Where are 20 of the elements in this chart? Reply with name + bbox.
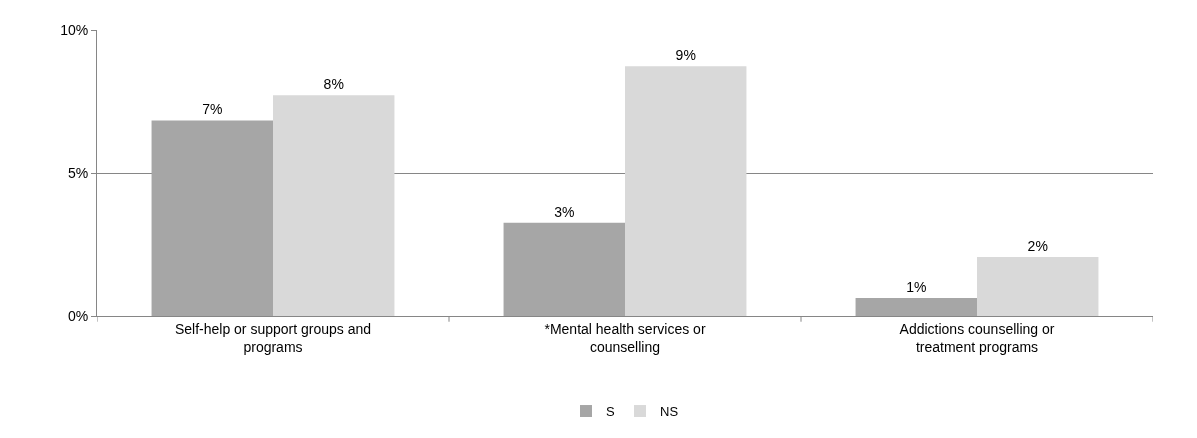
bar [503, 222, 625, 316]
bar [977, 257, 1099, 316]
legend-label: S [606, 404, 615, 420]
y-tick-label: 5% [67, 164, 89, 181]
bar [151, 120, 273, 316]
data-label: 2% [1027, 238, 1048, 255]
bar [273, 95, 395, 316]
data-label: 8% [323, 76, 344, 93]
data-label: 7% [202, 101, 223, 118]
x-tick-label: Addictions counselling or treatment programs [899, 320, 1055, 355]
bar [625, 66, 747, 316]
data-label: 1% [906, 278, 927, 295]
data-label: 9% [675, 47, 696, 64]
data-label: 3% [554, 203, 575, 220]
bar [855, 297, 977, 316]
x-tick-label: Self-help or support groups and programs [174, 320, 372, 355]
y-tick-label: 0% [67, 307, 89, 324]
x-tick-label: *Mental health services or counselling [544, 320, 706, 355]
y-tick-label: 10% [60, 21, 89, 38]
legend-label: NS [660, 404, 679, 420]
